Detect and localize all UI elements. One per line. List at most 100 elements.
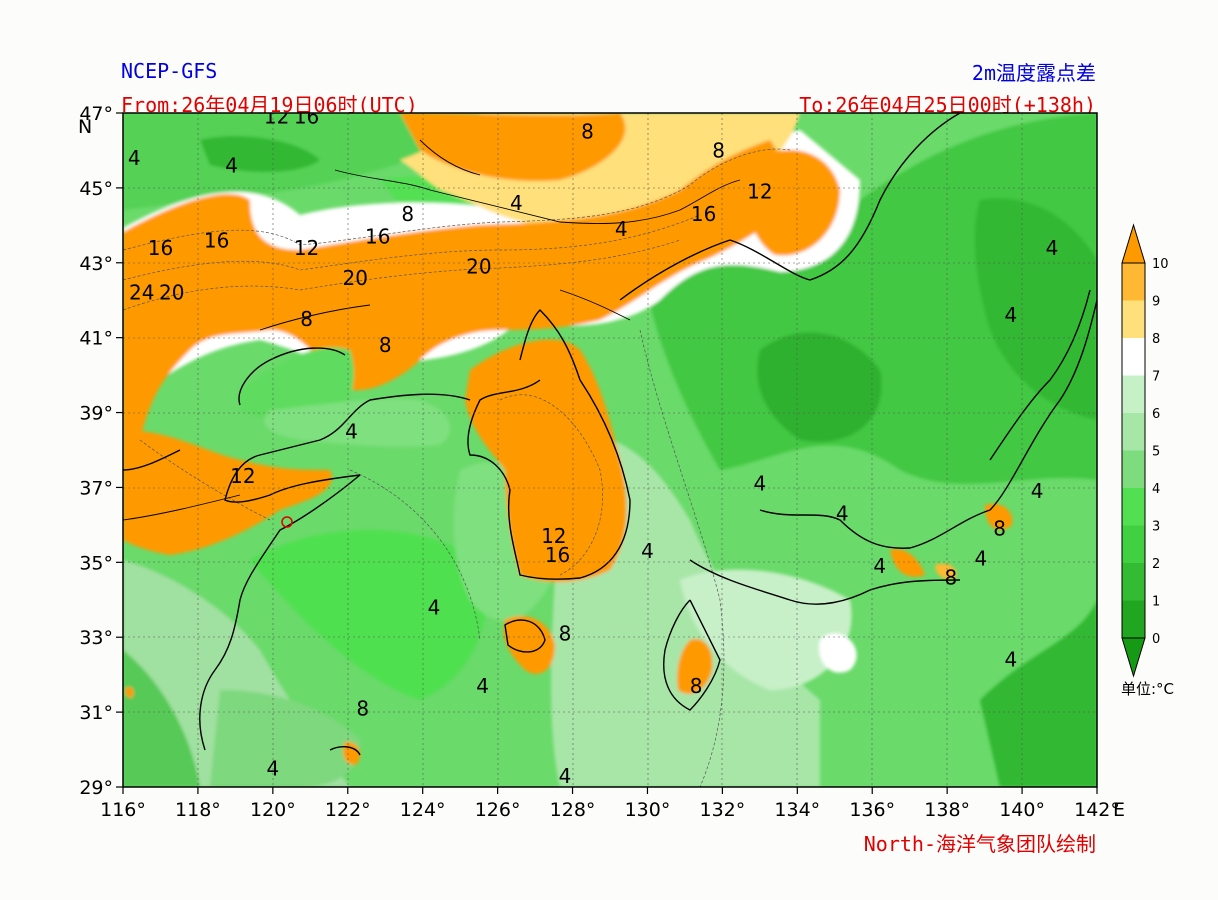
contour-label: 4 [1046,236,1059,260]
colorbar-tick-label: 7 [1152,370,1160,385]
colorbar-over-arrow [1121,223,1146,264]
map-title: 2m温度露点差 [971,61,1096,85]
contour-label: 4 [641,539,654,563]
contour-label: 12 [747,180,772,204]
lat-tick-label: 43° [79,253,113,275]
coastlines [123,113,1097,756]
contour-label: 4 [428,595,441,619]
contour-label: 4 [1004,303,1017,327]
lat-tick-label: 37° [79,477,113,499]
colorbar-tick-label: 1 [1152,595,1160,610]
contour-label: 8 [401,202,414,226]
lon-tick-label: 128° [550,799,596,821]
lon-suffix: E [1113,799,1125,821]
contour-label: 16 [148,236,173,260]
lat-tick-label: 33° [79,627,113,649]
contour-label: 20 [159,281,184,305]
contour-label: 12 [264,105,289,129]
contour-label: 8 [581,120,594,144]
contour-label: 8 [356,696,369,720]
contour-label: 4 [1004,648,1017,672]
colorbar-bin [1122,525,1145,563]
lon-tick-label: 124° [400,799,446,821]
colorbar-bin [1122,300,1145,338]
map-frame [122,112,1098,788]
lat-tick-label: 29° [79,777,113,799]
colorbar-under-arrow [1121,637,1146,678]
colorbar-bin [1122,375,1145,413]
lon-tick-label: 140° [999,799,1045,821]
contour-label: 4 [753,472,766,496]
lon-tick-label: 136° [849,799,895,821]
colorbar-bin [1122,338,1145,376]
lat-tick-label: 35° [79,552,113,574]
contour-label: 12 [230,464,255,488]
lon-tick-label: 126° [475,799,521,821]
contour-label: 16 [294,105,319,129]
axis-labels: 116° 118° 120° 122° 124° 126° 128° 130° 132° 134°… [79,103,1120,821]
lon-tick-label: 130° [625,799,671,821]
model-name: NCEP-GFS [121,59,218,83]
contour-label: 16 [545,543,570,567]
contour-label: 16 [365,225,390,249]
contour-label: 4 [128,146,141,170]
colorbar-bin [1122,450,1145,488]
contour-label: 8 [945,565,958,589]
credit-text: North-海洋气象团队绘制 [863,832,1096,856]
contour-label: 16 [204,228,229,252]
contour-label: 8 [379,333,392,357]
contour-label: 4 [873,554,886,578]
lat-tick-label: 39° [79,403,113,425]
contour-label: 24 [129,281,154,305]
contour-label: 4 [975,547,988,571]
contour-label: 4 [266,756,279,780]
contour-label: 20 [466,255,491,279]
contour-label: 4 [345,419,358,443]
contour-label: 8 [993,517,1006,541]
lat-tick-label: 47° [79,103,113,125]
contour-label: 8 [559,621,572,645]
colorbar-tick-label: 8 [1152,332,1160,347]
colorbar-bin [1122,563,1145,601]
lon-tick-label: 142° [1074,799,1120,821]
contour-label: 4 [836,502,849,526]
contour-label: 4 [476,674,489,698]
axis-ticks [116,112,1098,794]
lon-tick-label: 138° [924,799,970,821]
lon-tick-label: 118° [175,799,221,821]
colorbar-tick-label: 9 [1152,295,1160,310]
contour-label: 12 [294,236,319,260]
colorbar-tick-label: 6 [1152,407,1160,422]
contour-label: 4 [510,191,523,215]
colorbar: 0 1 2 3 4 5 6 7 8 9 10 [1121,223,1169,678]
contour-label: 8 [712,138,725,162]
colorbar-bin [1122,488,1145,526]
borders [123,139,741,521]
colorbar-bin [1122,263,1145,301]
contour-label: 4 [1031,479,1044,503]
contour-label: 20 [343,266,368,290]
contour-label: 4 [615,217,628,241]
colorbar-tick-label: 0 [1152,632,1160,647]
colorbar-frame [1121,262,1146,639]
colorbar-bin [1122,600,1145,638]
lon-tick-label: 134° [774,799,820,821]
lat-tick-label: 31° [79,702,113,724]
colorbar-tick-label: 10 [1152,257,1169,272]
contour-label: 4 [225,153,238,177]
lat-suffix: N [78,116,92,138]
colorbar-bin [1122,413,1145,451]
graticule [123,113,1097,787]
colorbar-tick-label: 3 [1152,520,1160,535]
colorbar-tick-label: 5 [1152,445,1160,460]
contour-label: 8 [690,674,703,698]
city-marker [281,516,293,528]
lon-tick-label: 122° [325,799,371,821]
colorbar-unit: 单位:°C [1121,680,1174,698]
contour-lines [123,148,791,787]
lat-tick-label: 45° [79,178,113,200]
lon-tick-label: 116° [100,799,146,821]
